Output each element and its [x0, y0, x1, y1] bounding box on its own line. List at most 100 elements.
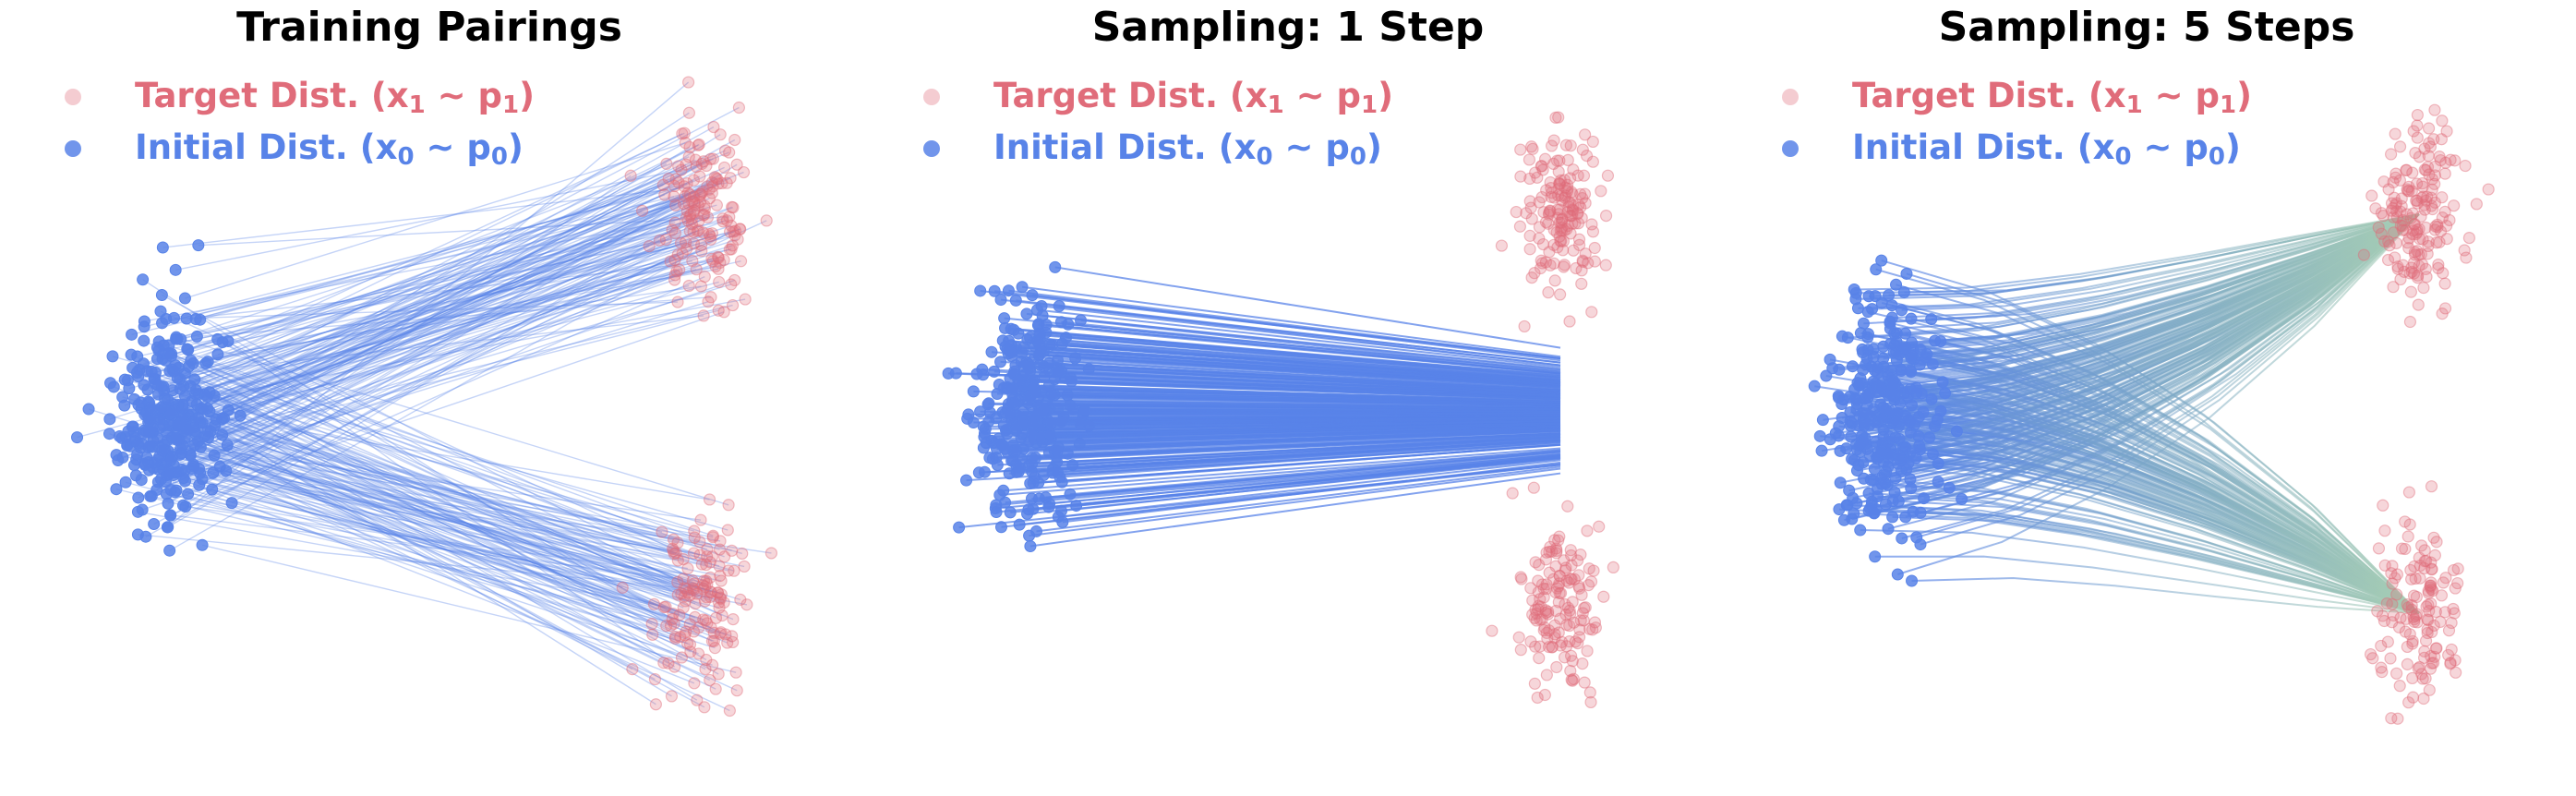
initial-point — [1867, 351, 1880, 364]
target-point — [692, 647, 705, 660]
initial-point — [1022, 360, 1035, 373]
panel-sampling-1-step: Sampling: 1 Step Target Dist. (x1 ~ p1) … — [859, 0, 1717, 796]
target-point — [1557, 235, 1570, 247]
target-point — [2405, 185, 2418, 198]
target-point — [2423, 137, 2436, 150]
target-point — [730, 684, 743, 697]
target-point — [2411, 269, 2425, 282]
initial-point — [1040, 319, 1053, 332]
target-point — [687, 174, 700, 187]
target-point — [678, 127, 691, 139]
pairing-line — [195, 218, 723, 395]
trajectory-line — [1881, 213, 2420, 453]
target-point — [2418, 561, 2431, 575]
trajectory-line — [1057, 429, 1561, 452]
target-point — [1556, 223, 1569, 237]
target-point — [1559, 181, 1571, 194]
target-point — [1514, 644, 1527, 657]
target-point — [726, 239, 739, 252]
target-point — [701, 577, 714, 591]
target-point — [2444, 657, 2457, 669]
initial-point — [978, 465, 991, 478]
target-point — [1552, 183, 1565, 196]
target-point — [2384, 652, 2397, 665]
pairing-line — [193, 427, 711, 681]
initial-point — [1891, 415, 1904, 428]
target-point — [727, 635, 740, 649]
target-point — [2423, 605, 2436, 618]
trajectory-line — [1028, 455, 1561, 511]
trajectory-line — [1859, 213, 2420, 427]
target-point — [2447, 563, 2461, 577]
target-point — [708, 171, 721, 184]
initial-point — [1045, 416, 1058, 429]
target-point — [1527, 481, 1540, 494]
target-point — [2389, 127, 2401, 140]
target-point — [2434, 615, 2447, 629]
target-marker-icon — [1782, 89, 1799, 105]
target-point — [1514, 143, 1527, 156]
target-point — [1551, 189, 1565, 202]
target-point — [1554, 235, 1567, 247]
target-point — [1512, 631, 1525, 644]
target-point — [672, 176, 685, 189]
pairing-line — [210, 430, 707, 582]
target-point — [2377, 210, 2390, 223]
pairing-line — [160, 230, 691, 418]
initial-point — [1925, 313, 1938, 326]
target-point — [2418, 555, 2431, 568]
target-points — [616, 76, 778, 718]
target-point — [2375, 661, 2388, 674]
target-point — [2400, 163, 2413, 176]
initial-point — [1856, 343, 1869, 356]
pairing-line — [152, 467, 680, 616]
target-point — [2406, 227, 2419, 241]
target-point — [668, 190, 680, 203]
target-point — [1561, 219, 1574, 233]
trajectory-line — [1931, 213, 2420, 320]
target-point — [2381, 253, 2395, 267]
target-point — [1549, 560, 1562, 573]
target-point — [653, 234, 667, 247]
pairing-line — [141, 311, 725, 511]
target-point — [712, 251, 725, 264]
target-point — [2386, 597, 2399, 610]
target-point — [2390, 211, 2403, 223]
target-point — [2418, 203, 2431, 216]
trajectory-line — [1888, 213, 2420, 296]
initial-point — [1051, 444, 1064, 457]
target-point — [2376, 609, 2389, 622]
target-point — [2427, 619, 2440, 633]
initial-point — [977, 441, 990, 454]
pairing-line — [124, 230, 698, 406]
initial-point — [1042, 356, 1055, 369]
initial-point — [1850, 497, 1863, 510]
initial-point — [1049, 260, 1062, 273]
initial-point — [1053, 366, 1065, 379]
target-point — [1538, 621, 1551, 634]
target-point — [692, 138, 705, 151]
initial-point — [152, 413, 165, 426]
initial-point — [200, 390, 213, 403]
target-point — [2422, 598, 2435, 611]
pairing-line — [213, 233, 713, 397]
pairing-line — [163, 196, 675, 410]
target-point — [728, 224, 742, 237]
initial-point — [1833, 420, 1846, 433]
target-point — [2411, 271, 2425, 284]
target-point — [1558, 260, 1571, 273]
target-point — [1560, 574, 1573, 587]
target-point — [1535, 600, 1547, 613]
target-point — [723, 211, 736, 223]
target-point — [2424, 581, 2437, 594]
target-point — [1540, 583, 1553, 596]
initial-point — [1905, 312, 1918, 325]
target-point — [1555, 221, 1568, 235]
target-point — [2421, 190, 2434, 203]
initial-point — [116, 391, 129, 404]
initial-point — [1027, 418, 1040, 431]
target-point — [1583, 562, 1595, 575]
target-point — [2415, 668, 2428, 681]
pairing-line — [121, 166, 725, 440]
target-point — [2401, 236, 2413, 249]
